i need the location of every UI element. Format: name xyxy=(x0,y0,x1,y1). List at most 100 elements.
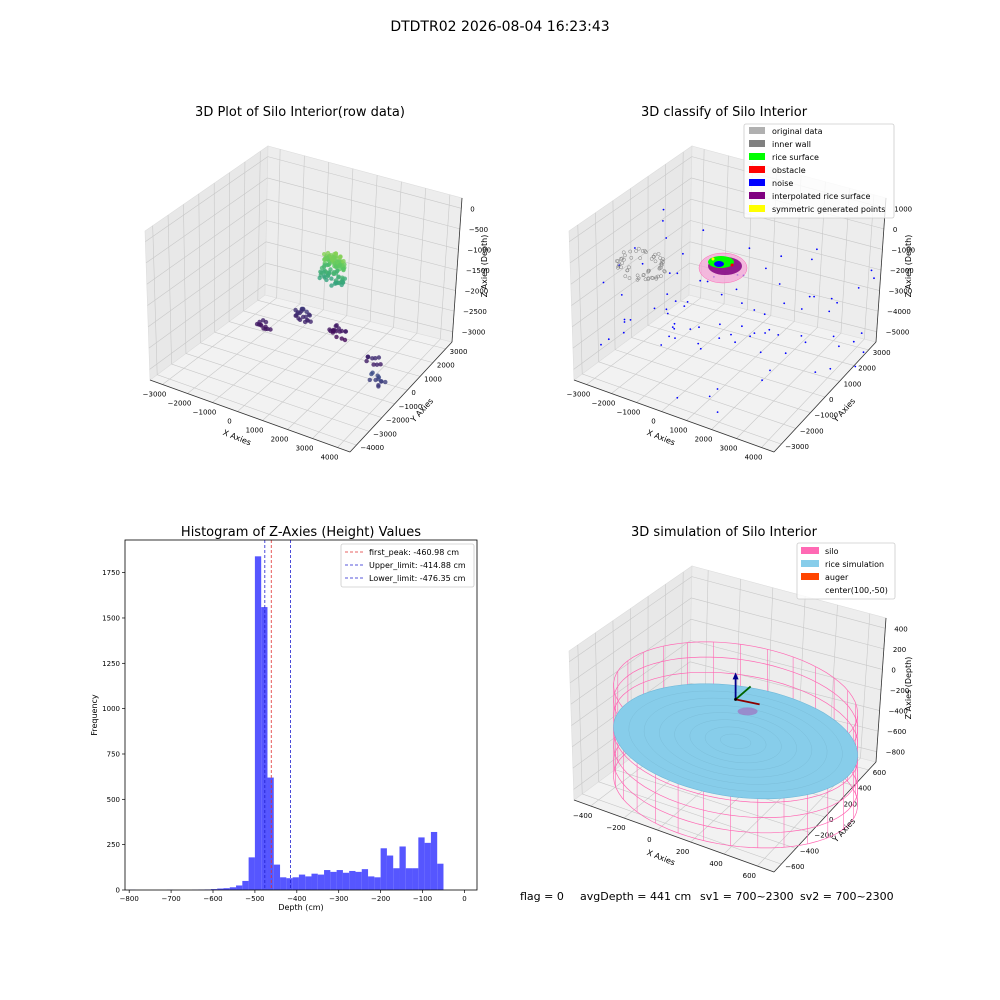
noise-point xyxy=(602,281,605,284)
p1-y-gridline xyxy=(582,373,782,445)
noise-point xyxy=(676,396,679,399)
noise-point xyxy=(668,335,670,338)
histogram-bar xyxy=(374,877,381,890)
raw-data-point xyxy=(322,274,327,279)
inner-wall-point xyxy=(620,256,624,261)
noise-point xyxy=(653,307,656,310)
p0-z-gridline xyxy=(266,220,458,271)
p1-z-gridline xyxy=(572,241,691,328)
p0-y-gridline xyxy=(157,374,357,446)
p1-y-tick-label: 3000 xyxy=(873,349,891,357)
histogram-legend-frame xyxy=(340,543,475,588)
histogram-bar xyxy=(355,871,362,890)
p0-y-tick-label: 0 xyxy=(411,389,415,397)
p1-z-gridline xyxy=(573,284,690,370)
histogram-bar xyxy=(248,857,255,890)
raw-data-point xyxy=(333,323,338,329)
status-line: flag = 0 avgDepth = 441 cm sv1 = 700~230… xyxy=(520,890,894,903)
noise-point xyxy=(634,247,636,249)
histogram-bar xyxy=(223,888,230,890)
p3-y-tick-label: 400 xyxy=(858,785,871,793)
raw-data-point xyxy=(334,281,339,286)
raw-plot-points xyxy=(254,250,388,389)
raw-data-point xyxy=(376,384,381,389)
p3-z-tick-label: −600 xyxy=(887,728,906,736)
p1-z-gridline xyxy=(689,241,880,291)
legend-label-interpolated-rice-surface: interpolated rice surface xyxy=(772,192,870,201)
legend-swatch-auger xyxy=(801,573,819,580)
p1-z-gridline xyxy=(690,198,883,250)
histogram-bar xyxy=(267,777,274,890)
inner-wall-point xyxy=(656,252,661,256)
inner-wall-point xyxy=(629,255,634,260)
raw-data-point xyxy=(325,262,330,268)
inner-wall-point xyxy=(659,261,664,266)
p3-y-axis-line xyxy=(773,761,877,873)
raw-data-3d-plot: 3D Plot of Silo Interior(row data) −3000… xyxy=(143,105,491,462)
legend-swatch-rice-simulation xyxy=(801,560,819,567)
p0-y-gridline xyxy=(185,353,382,418)
legend-label-lower-limit: Lower_limit: -476.35 cm xyxy=(369,574,466,583)
p1-z-gridline xyxy=(570,198,692,285)
p3-y-tick-label: 200 xyxy=(844,800,857,808)
classify-3d-plot: 3D classify of Silo Interior −3000−2000−… xyxy=(567,105,915,462)
noise-point xyxy=(783,302,786,305)
p1-x-tick-label: −1000 xyxy=(617,409,641,417)
inner-wall-point xyxy=(662,269,667,274)
p3-x-tick-label: 200 xyxy=(676,848,689,856)
simulation-legend-frame xyxy=(796,542,896,600)
histogram-bar xyxy=(261,607,268,890)
legend-swatch-rice-surface xyxy=(749,153,765,160)
inner-wall-point xyxy=(640,249,645,253)
noise-point xyxy=(666,293,669,295)
raw-data-point xyxy=(254,321,260,327)
p1-y-axis-line xyxy=(773,341,877,453)
raw-data-point xyxy=(334,264,339,269)
p0-y-tick-label: 1000 xyxy=(424,375,442,383)
p0-y-tick-label: 2000 xyxy=(437,362,455,370)
histogram-title: Histogram of Z-Axies (Height) Values xyxy=(181,525,421,540)
center-y-arrow xyxy=(735,685,752,701)
simulation-plot-title: 3D simulation of Silo Interior xyxy=(631,525,818,540)
noise-point xyxy=(735,288,738,291)
raw-data-point xyxy=(263,326,268,332)
histogram-bar xyxy=(405,868,413,890)
raw-data-point xyxy=(295,311,300,316)
histogram-bar xyxy=(292,877,299,890)
histogram-y-tick-label: 1250 xyxy=(102,660,120,668)
noise-point xyxy=(607,338,610,341)
noise-point xyxy=(828,310,831,313)
p0-x-tick-label: 0 xyxy=(227,418,231,426)
histogram-bar xyxy=(349,870,356,890)
p3-x-tick-label: −200 xyxy=(606,824,625,832)
simulation-plot-xlabel: X Axies xyxy=(646,848,677,867)
legend-swatch-obstacle xyxy=(749,166,765,173)
p3-z-gridline xyxy=(690,618,883,670)
rice-mesh-line xyxy=(643,697,828,785)
inner-wall-point xyxy=(635,277,640,282)
noise-point xyxy=(814,371,817,373)
noise-point xyxy=(708,395,711,398)
inner-wall-point xyxy=(646,269,651,274)
p3-y-tick-label: −200 xyxy=(814,832,833,840)
p0-y-axis-line xyxy=(349,341,453,453)
histogram-y-tick-label: 1000 xyxy=(102,705,120,713)
histogram-x-ticks: −800 −700 −600 −500 −400 −300 −200 −100 0 xyxy=(120,890,467,903)
center-x-arrow xyxy=(735,698,760,706)
p0-z-tick-label: 0 xyxy=(470,205,474,213)
p3-x-tick-label: 0 xyxy=(647,836,651,844)
raw-data-point xyxy=(333,251,339,256)
inner-wall-point xyxy=(644,250,648,255)
p0-x-gridline xyxy=(312,332,418,439)
noise-point xyxy=(741,302,743,304)
p0-z-gridline xyxy=(146,198,268,285)
p0-x-tick-label: 3000 xyxy=(296,445,314,453)
legend-label-rice-surface: rice surface xyxy=(772,153,819,162)
inner-wall-point xyxy=(627,265,631,270)
p3-z-tick-label: −400 xyxy=(889,708,908,716)
histogram-bar xyxy=(242,880,249,890)
noise-point xyxy=(674,300,677,302)
raw-data-point xyxy=(373,356,378,361)
noise-point xyxy=(718,337,721,339)
